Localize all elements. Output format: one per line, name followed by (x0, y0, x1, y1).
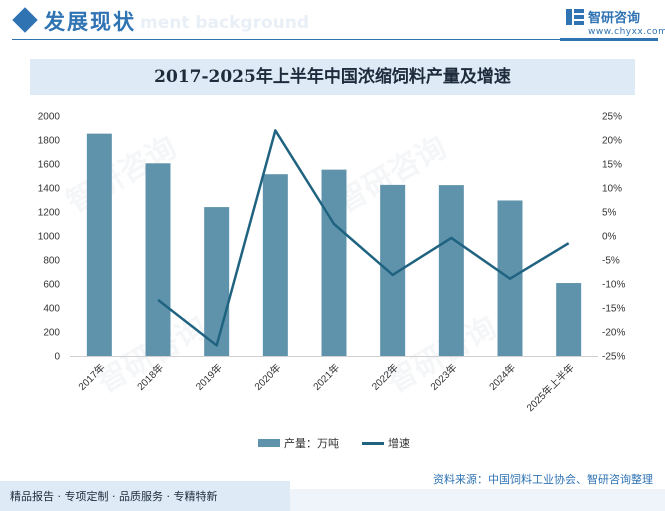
header-rule-accent (560, 38, 658, 41)
bar (204, 207, 230, 356)
bar (438, 185, 464, 356)
footer-band (290, 489, 665, 511)
y-right-tick-label: 25% (602, 112, 622, 123)
legend-line-swatch (362, 442, 384, 445)
y-left-tick-label: 1800 (38, 136, 61, 147)
y-left-tick-label: 2000 (38, 112, 61, 123)
y-right-tick-label: 20% (602, 136, 622, 147)
bar (321, 169, 347, 356)
x-tick-label: 2024年 (486, 361, 518, 393)
y-right-tick-label: -15% (602, 304, 625, 315)
bar (556, 283, 582, 356)
bar (86, 133, 112, 356)
x-tick-label: 2025年上半年 (524, 361, 577, 414)
chart-title: 2017-2025年上半年中国浓缩饲料产量及增速 (154, 67, 511, 87)
page-footer: 精品报告 · 专项定制 · 品质服务 · 专精特新 (0, 481, 665, 511)
x-tick-label: 2023年 (427, 361, 459, 393)
footer-strip (0, 481, 290, 511)
y-left-tick-label: 0 (54, 352, 60, 363)
x-tick-label: 2021年 (310, 361, 342, 393)
growth-line (157, 129, 570, 347)
y-right-tick-label: 5% (602, 208, 617, 219)
y-right-tick-label: -5% (602, 256, 620, 267)
legend-line-label: 增速 (388, 437, 410, 450)
x-tick-label: 2020年 (251, 361, 283, 393)
y-left-tick-label: 200 (43, 328, 60, 339)
x-tick-label: 2022年 (369, 361, 401, 393)
y-right-tick-label: 0% (602, 232, 617, 243)
y-right-tick-label: -25% (602, 352, 625, 363)
y-right-tick-label: -10% (602, 280, 625, 291)
page-header: 发展现状 ment background 智研咨询 www.chyxx.com (0, 0, 665, 44)
y-right-tick-label: 10% (602, 184, 622, 195)
legend-bar-label: 产量：万吨 (284, 437, 339, 450)
y-left-tick-label: 400 (43, 304, 60, 315)
diamond-icon (12, 7, 38, 33)
chart-title-band: 2017-2025年上半年中国浓缩饲料产量及增速 (30, 59, 635, 95)
x-tick-label: 2019年 (193, 361, 225, 393)
y-left-tick-label: 800 (43, 256, 60, 267)
chyxx-logo-icon (566, 9, 584, 25)
brand-url[interactable]: www.chyxx.com (588, 27, 665, 37)
y-left-tick-label: 1600 (38, 160, 61, 171)
section-ghost-text: ment background (140, 13, 310, 33)
header-rule (12, 39, 560, 40)
y-left-tick-label: 1000 (38, 232, 61, 243)
y-left-tick-label: 600 (43, 280, 60, 291)
x-tick-label: 2018年 (134, 361, 166, 393)
section-title: 发展现状 (44, 10, 136, 34)
y-right-tick-label: 15% (602, 160, 622, 171)
source-note: 资料来源：中国饲料工业协会、智研咨询整理 (433, 473, 653, 486)
bar (145, 163, 171, 356)
y-right-tick-label: -20% (602, 328, 625, 339)
bar (262, 174, 288, 356)
legend-bar-swatch (258, 439, 280, 447)
x-tick-label: 2017年 (75, 361, 107, 393)
chart-area: 0 200 400 600 800 1000 1200 1400 1600 1800 2000 -25… (38, 112, 626, 415)
chart-legend: 产量：万吨 增速 (0, 432, 665, 452)
y-left-tick-label: 1200 (38, 208, 61, 219)
footer-slogan: 精品报告 · 专项定制 · 品质服务 · 专精特新 (10, 490, 218, 503)
y-left-tick-label: 1400 (38, 184, 61, 195)
brand-name: 智研咨询 (588, 11, 641, 26)
